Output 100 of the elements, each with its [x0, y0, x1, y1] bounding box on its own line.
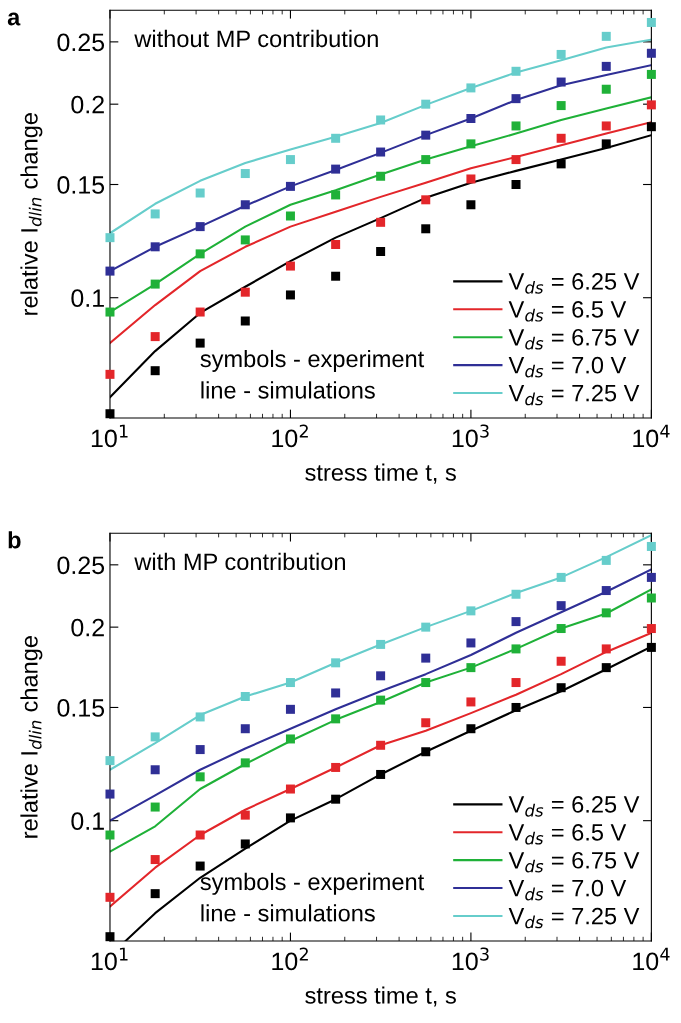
point	[150, 332, 160, 342]
point	[240, 758, 250, 768]
point	[331, 133, 341, 143]
x-axis-title: stress time t, s	[305, 986, 456, 1007]
point	[601, 31, 611, 41]
y-tick-label: 0.25	[57, 33, 105, 52]
point	[421, 678, 431, 688]
point	[285, 704, 295, 714]
point	[240, 235, 250, 245]
point	[195, 830, 205, 840]
point	[601, 61, 611, 71]
legend-label: V$_{ds}$ = 6.5 V	[508, 301, 627, 322]
point	[466, 114, 476, 123]
point	[376, 639, 386, 649]
point	[285, 813, 295, 823]
point	[376, 217, 386, 227]
point	[195, 222, 205, 232]
point	[195, 772, 205, 782]
point	[466, 139, 476, 149]
point	[376, 695, 386, 705]
point	[511, 617, 521, 627]
point	[195, 712, 205, 722]
point	[556, 683, 566, 693]
point	[195, 338, 205, 348]
point	[105, 266, 115, 276]
point	[195, 745, 205, 755]
point	[285, 261, 295, 271]
legend-label: V$_{ds}$ = 6.75 V	[508, 851, 640, 873]
point	[150, 855, 160, 865]
point	[466, 638, 476, 648]
point	[421, 99, 431, 109]
point	[511, 644, 521, 654]
y-axis-title: relative I$_{dlin}$ change	[20, 636, 43, 838]
point	[195, 249, 205, 259]
point	[331, 271, 341, 281]
x-tick-label: 10$^{2}$	[272, 424, 308, 448]
point	[646, 69, 656, 79]
point	[646, 541, 656, 551]
point	[421, 718, 431, 728]
legend-label: V$_{ds}$ = 6.25 V	[508, 796, 640, 817]
point	[285, 290, 295, 300]
point	[556, 159, 566, 169]
point	[466, 200, 476, 210]
point	[331, 190, 341, 200]
point	[150, 802, 160, 812]
legend-label: V$_{ds}$ = 6.5 V	[508, 823, 627, 845]
point	[376, 115, 386, 125]
x-tick-label: 10$^{4}$	[633, 424, 670, 448]
point	[421, 653, 431, 663]
point	[331, 714, 341, 724]
point	[105, 307, 115, 317]
point	[421, 622, 431, 632]
legend-label: V$_{ds}$ = 7.25 V	[508, 384, 640, 406]
legend-label: V$_{ds}$ = 6.25 V	[508, 273, 640, 294]
point	[285, 734, 295, 744]
legend-label: V$_{ds}$ = 6.75 V	[508, 328, 640, 350]
point	[105, 369, 115, 379]
y-tick-label: 0.2	[71, 95, 104, 114]
point	[556, 101, 566, 111]
point	[150, 242, 160, 252]
x-axis-title: stress time t, s	[305, 463, 456, 484]
point	[105, 892, 115, 902]
point	[466, 174, 476, 184]
point	[646, 572, 656, 582]
legend-label: V$_{ds}$ = 7.25 V	[508, 907, 640, 929]
point	[466, 606, 476, 616]
point	[195, 861, 205, 871]
chart-title: b	[8, 531, 21, 549]
point	[240, 316, 250, 326]
point	[331, 164, 341, 174]
point	[105, 830, 115, 840]
point	[195, 307, 205, 317]
point	[511, 94, 521, 104]
point	[601, 644, 611, 654]
point	[556, 133, 566, 143]
y-axis-title: relative I$_{dlin}$ change	[20, 113, 43, 315]
point	[646, 17, 656, 27]
point	[511, 66, 521, 76]
point	[240, 692, 250, 702]
y-tick-label: 0.1	[71, 289, 104, 308]
point	[421, 224, 431, 234]
point	[511, 180, 521, 189]
point	[646, 122, 656, 132]
point	[556, 656, 566, 666]
point	[285, 211, 295, 221]
point	[150, 732, 160, 742]
point	[150, 889, 160, 899]
line-series	[109, 588, 652, 853]
point	[556, 572, 566, 582]
point	[466, 724, 476, 734]
point	[105, 409, 115, 419]
x-tick-label: 10$^{2}$	[272, 947, 308, 971]
point	[646, 100, 656, 110]
annotation: with MP contribution	[134, 552, 345, 571]
point	[601, 139, 611, 149]
annotation: symbols - experiment	[200, 872, 425, 895]
point	[240, 724, 250, 734]
point	[285, 155, 295, 165]
y-tick-label: 0.25	[57, 556, 105, 575]
point	[601, 84, 611, 94]
